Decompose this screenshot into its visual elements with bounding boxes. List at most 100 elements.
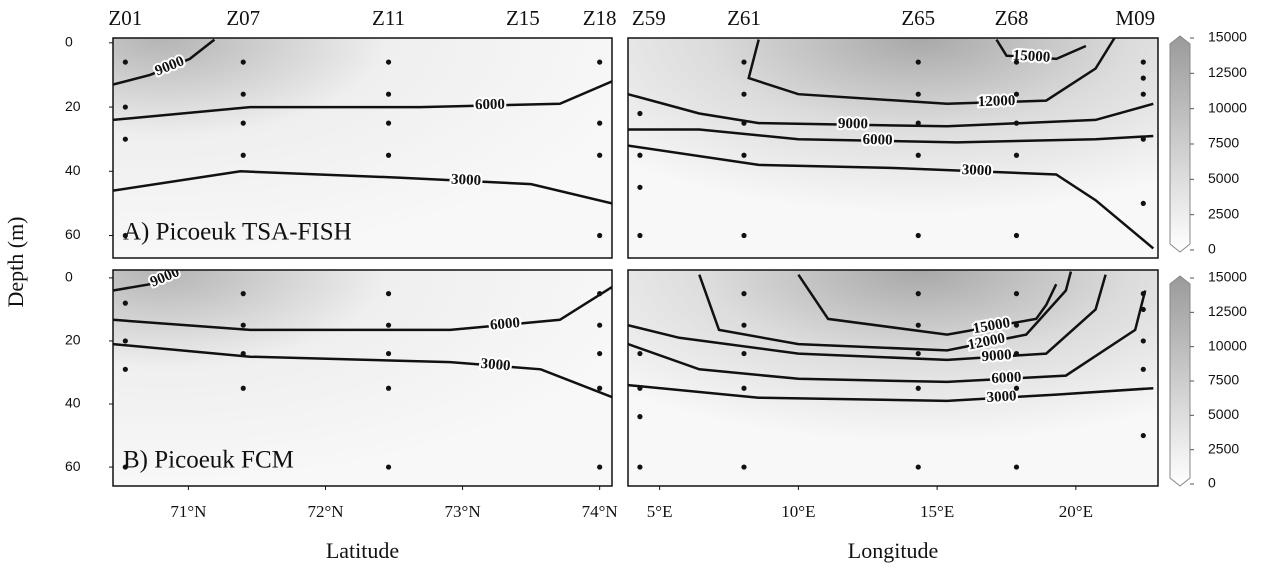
contour-label: 3000: [986, 388, 1017, 406]
station-label: M09: [1115, 6, 1155, 30]
y-tick-label: 0: [65, 269, 73, 285]
sample-point: [1013, 464, 1020, 470]
contour-label: 9000: [838, 116, 868, 133]
sample-point: [597, 322, 603, 328]
contour-line: [113, 38, 216, 86]
sample-point: [637, 464, 643, 470]
sample-point: [240, 350, 246, 357]
sample-point: [597, 232, 603, 239]
station-label: Z11: [372, 6, 405, 30]
contour-line: [628, 274, 1107, 362]
sample-point: [1140, 59, 1146, 65]
sample-point: [1013, 350, 1020, 357]
contour-label: 6000: [475, 97, 505, 114]
colorbar-tick-label: 2500: [1208, 440, 1239, 456]
sample-point: [240, 91, 246, 97]
sample-point: [597, 291, 603, 297]
x-tick-label: 15°E: [920, 502, 954, 521]
colorbar-tick-label: 15000: [1208, 29, 1247, 45]
sample-point: [741, 350, 747, 357]
colorbar-tick-label: 7500: [1208, 372, 1239, 388]
x-tick-label: 73°N: [445, 502, 481, 521]
x-tick-label: 5°E: [647, 502, 673, 521]
y-tick-label: 60: [65, 458, 81, 474]
sample-point: [240, 385, 246, 391]
x-axis-label: Longitude: [848, 538, 938, 563]
sample-point: [741, 120, 747, 126]
y-tick-label: 40: [65, 162, 81, 178]
sample-point: [122, 59, 128, 65]
sample-point: [741, 464, 747, 470]
sample-point: [385, 322, 392, 328]
sample-point: [122, 232, 128, 239]
sample-point: [637, 110, 643, 117]
sample-point: [915, 232, 921, 239]
colorbar-tick-label: 12500: [1208, 64, 1247, 80]
colorbar-tick-label: 12500: [1208, 303, 1247, 319]
contour-label: 6000: [991, 369, 1022, 387]
contour-line: [628, 290, 1147, 384]
colorbar-tick-label: 10000: [1208, 337, 1247, 353]
panel-frame: [627, 269, 1159, 487]
sample-point: [741, 152, 747, 158]
sample-point: [240, 291, 246, 297]
sample-point: [741, 385, 747, 391]
colorbar-tick-label: 15000: [1208, 269, 1247, 285]
sample-point: [741, 232, 747, 239]
sample-point: [915, 322, 921, 328]
sample-point: [1140, 200, 1146, 207]
contour-line: [113, 80, 612, 122]
colorbar-tick-label: 0: [1208, 241, 1216, 257]
x-axis-label: Latitude: [326, 538, 399, 563]
station-label: Z65: [901, 6, 935, 30]
panel-frame: [112, 37, 613, 259]
contour-line: [113, 342, 612, 399]
sample-point: [240, 59, 246, 65]
colorbar-tick-label: 7500: [1208, 135, 1239, 151]
x-tick-label: 20°E: [1059, 502, 1093, 521]
sample-point: [597, 464, 603, 470]
sample-point: [1140, 136, 1146, 142]
x-tick-label: 10°E: [781, 502, 815, 521]
contour-line: [698, 271, 1073, 352]
sample-point: [637, 350, 643, 357]
colorbar-tick-label: 5000: [1208, 170, 1239, 186]
sample-point: [1013, 291, 1020, 297]
contour-label: 15000: [1012, 48, 1050, 66]
x-tick-label: 71°N: [170, 502, 206, 521]
sample-point: [1140, 432, 1146, 439]
sample-point: [385, 385, 392, 391]
sample-point: [741, 291, 747, 297]
sample-point: [915, 152, 921, 158]
panel-bg: [113, 38, 612, 258]
sample-point: [1140, 75, 1146, 81]
sample-point: [122, 464, 128, 470]
contour-label: 3000: [480, 356, 511, 374]
panel-bg: [113, 270, 612, 486]
sample-point: [385, 350, 392, 357]
contour-label: 6000: [862, 132, 892, 149]
sample-point: [597, 385, 603, 391]
contour-line: [628, 383, 1154, 403]
sample-point: [1140, 338, 1146, 344]
sample-point: [1013, 385, 1020, 391]
colorbar-tick-label: 5000: [1208, 406, 1239, 422]
contour-line: [628, 92, 1154, 128]
sample-point: [240, 152, 246, 158]
panel-frame: [627, 37, 1159, 259]
sample-point: [1013, 322, 1020, 328]
sample-point: [915, 385, 921, 391]
sample-point: [637, 152, 643, 158]
contour-line: [995, 38, 1087, 61]
y-tick-label: 60: [65, 226, 81, 242]
sample-point: [122, 136, 128, 142]
sample-point: [1013, 120, 1020, 126]
sample-point: [385, 291, 392, 297]
sample-point: [741, 59, 747, 65]
y-tick-label: 20: [65, 332, 81, 348]
contour-line: [628, 128, 1154, 144]
